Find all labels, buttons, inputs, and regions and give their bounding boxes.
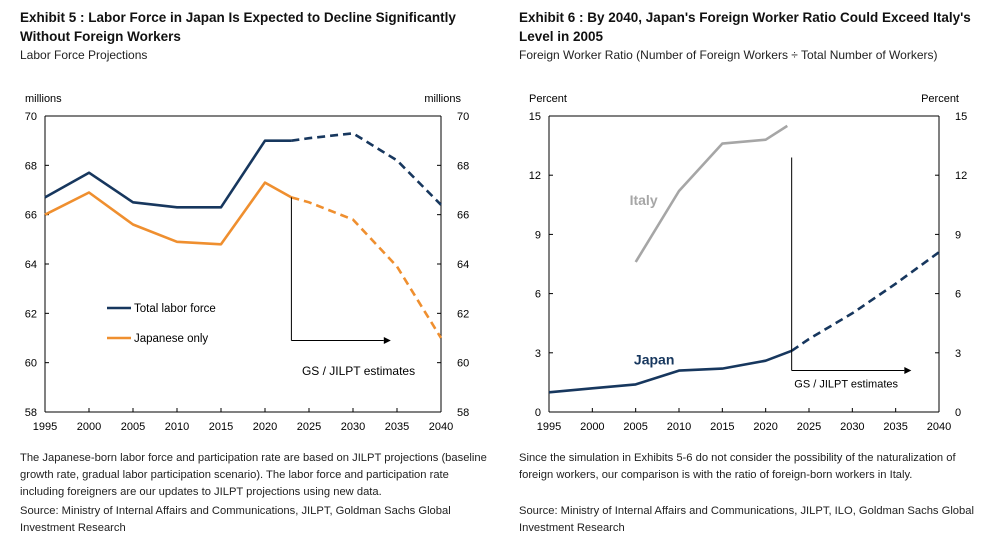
y-tick-label-right: 68 (457, 160, 469, 172)
exhibit-6-panel: Exhibit 6 : By 2040, Japan's Foreign Wor… (509, 0, 999, 553)
x-tick-label: 1995 (33, 421, 57, 433)
y-tick-label-left: 15 (529, 111, 541, 123)
projection-arrow-head (383, 336, 391, 344)
x-tick-label: 2010 (165, 421, 189, 433)
y-tick-label-left: 58 (25, 407, 37, 419)
y-tick-label-left: 66 (25, 210, 37, 222)
y-axis-left-label: millions (25, 93, 62, 105)
exhibit-5-panel: Exhibit 5 : Labor Force in Japan Is Expe… (0, 0, 490, 553)
x-tick-label: 2035 (385, 421, 409, 433)
y-tick-label-right: 6 (955, 289, 961, 301)
italy-series-label: Italy (630, 192, 658, 208)
y-tick-label-right: 15 (955, 111, 967, 123)
labor-force-chart: millions millions 58 58 60 60 62 62 64 64 66 66 68 68… (25, 93, 470, 433)
x-tick-label: 2020 (253, 421, 277, 433)
y-tick-label-right: 66 (457, 210, 469, 222)
y-tick-label-right: 3 (955, 348, 961, 360)
japan-series-label: Japan (634, 352, 674, 368)
x-tick-label: 2005 (121, 421, 145, 433)
exhibit-6-title: Exhibit 6 : By 2040, Japan's Foreign Wor… (519, 10, 971, 44)
y-axis-left-label: Percent (529, 93, 567, 105)
x-tick-label: 2000 (77, 421, 101, 433)
x-tick-label: 2040 (927, 421, 951, 433)
projection-annotation-label: GS / JILPT estimates (794, 378, 898, 390)
legend-label-japanese-only: Japanese only (134, 333, 208, 345)
y-tick-label-right: 0 (955, 407, 961, 419)
y-tick-label-left: 62 (25, 308, 37, 320)
x-tick-label: 2000 (580, 421, 604, 433)
y-tick-label-left: 6 (535, 289, 541, 301)
x-tick-label: 2025 (797, 421, 821, 433)
x-tick-label: 2030 (840, 421, 864, 433)
y-tick-label-right: 70 (457, 111, 469, 123)
y-axis-right-label: Percent (921, 93, 959, 105)
x-tick-label: 2015 (710, 421, 734, 433)
exhibit-5-title: Exhibit 5 : Labor Force in Japan Is Expe… (20, 10, 456, 44)
x-tick-label: 2010 (667, 421, 691, 433)
y-tick-label-left: 12 (529, 170, 541, 182)
y-tick-label-right: 12 (955, 170, 967, 182)
x-tick-label: 2035 (883, 421, 907, 433)
exhibit-6-subtitle: Foreign Worker Ratio (Number of Foreign … (519, 48, 938, 62)
x-tick-label: 2040 (429, 421, 453, 433)
y-tick-label-left: 3 (535, 348, 541, 360)
y-tick-label-right: 9 (955, 229, 961, 241)
x-tick-label: 2015 (209, 421, 233, 433)
x-tick-label: 1995 (537, 421, 561, 433)
y-tick-label-left: 70 (25, 111, 37, 123)
exhibit-6-note: Since the simulation in Exhibits 5-6 do … (519, 452, 956, 481)
italy-line (634, 124, 788, 263)
foreign-worker-ratio-chart: Percent Percent 0 0 3 3 6 6 9 9 12 12 15 15 1995 2000 20… (529, 93, 968, 433)
x-tick-label: 2020 (753, 421, 777, 433)
total-labor-force-line (44, 139, 292, 209)
y-tick-label-right: 60 (457, 358, 469, 370)
y-tick-label-left: 64 (25, 259, 37, 271)
y-tick-label-left: 60 (25, 358, 37, 370)
y-tick-label-right: 62 (457, 308, 469, 320)
japan-projection-line (790, 251, 940, 352)
x-tick-label: 2030 (341, 421, 365, 433)
japanese-only-projection-line (291, 196, 443, 339)
x-tick-label: 2005 (623, 421, 647, 433)
japanese-only-line (44, 181, 293, 246)
y-tick-label-right: 64 (457, 259, 469, 271)
legend-label-total-labor-force: Total labor force (134, 303, 216, 315)
japan-line (548, 349, 793, 394)
projection-arrow-head (904, 367, 912, 375)
x-tick-label: 2025 (297, 421, 321, 433)
exhibit-5-note: The Japanese-born labor force and partic… (20, 452, 487, 498)
y-tick-label-right: 58 (457, 407, 469, 419)
projection-annotation-label: GS / JILPT estimates (302, 364, 415, 378)
total-labor-force-projection-line (291, 131, 442, 206)
y-axis-right-label: millions (424, 93, 461, 105)
y-tick-label-left: 0 (535, 407, 541, 419)
exhibit-5-source: Source: Ministry of Internal Affairs and… (20, 505, 451, 534)
exhibit-6-source: Source: Ministry of Internal Affairs and… (519, 505, 974, 534)
y-tick-label-left: 9 (535, 229, 541, 241)
y-tick-label-left: 68 (25, 160, 37, 172)
exhibit-5-subtitle: Labor Force Projections (20, 48, 148, 62)
